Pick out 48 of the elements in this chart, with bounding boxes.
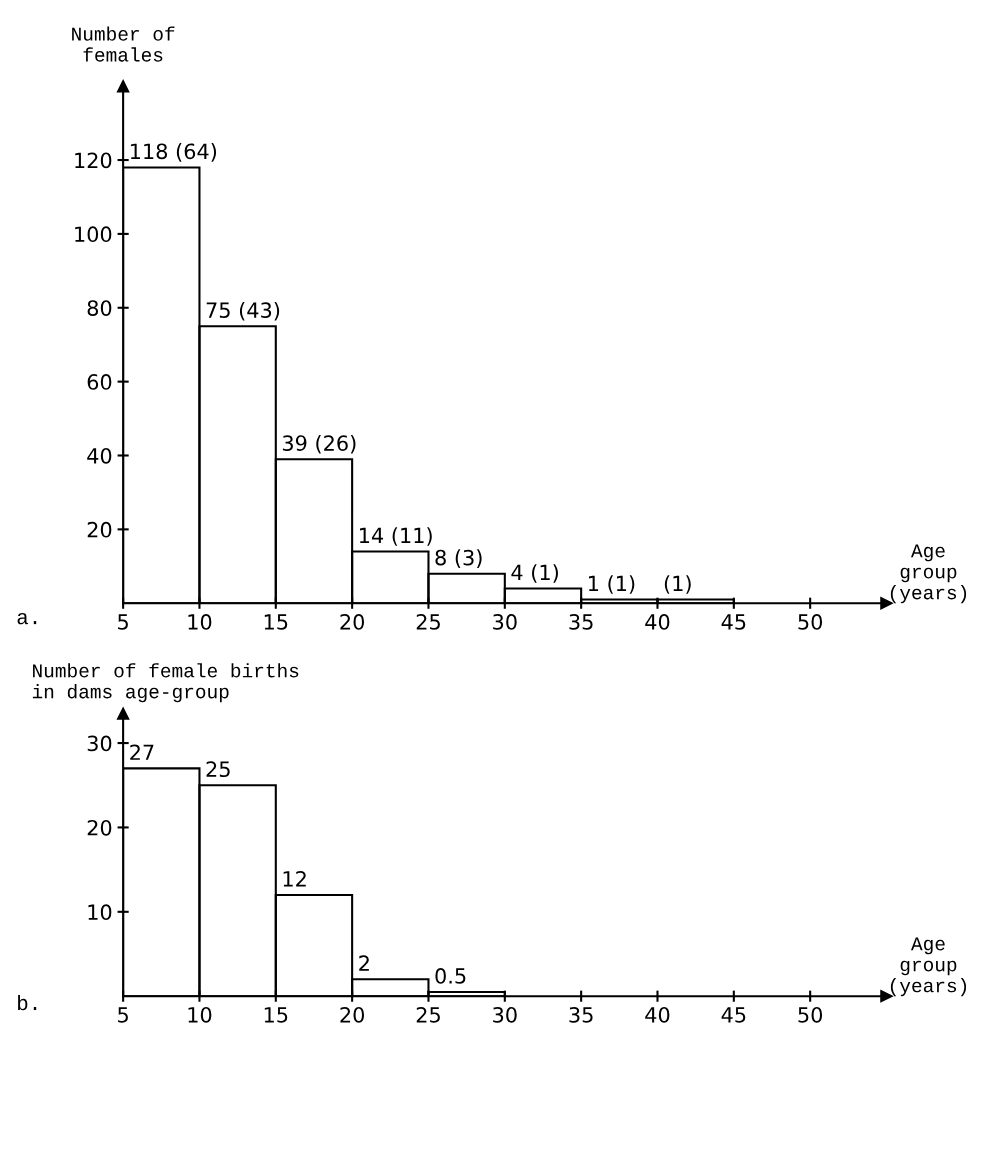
y-axis-title: Number of female births in dams age-group (32, 663, 299, 703)
x-tick-label: 50 (798, 614, 823, 630)
x-tick-label: 15 (264, 1007, 288, 1023)
data-label: 8 (3) (435, 549, 482, 568)
data-label: 39 (26) (282, 434, 356, 454)
x-tick-label: 5 (118, 1007, 128, 1023)
y-tick-label: 120 (75, 152, 112, 169)
y-tick-label: 10 (88, 904, 112, 921)
y-tick-label: 30 (87, 735, 112, 752)
x-tick-label: 5 (118, 614, 128, 630)
y-tick-label: 100 (75, 226, 112, 243)
x-tick-label: 50 (798, 1006, 823, 1023)
data-label: 1 (1) (588, 575, 635, 594)
data-label: (1) (664, 575, 691, 594)
x-tick-label: 15 (264, 614, 288, 630)
x-tick-label: 40 (645, 614, 670, 630)
x-tick-label: 45 (721, 614, 746, 630)
x-tick-label: 40 (645, 1006, 670, 1023)
y-tick-label: 20 (87, 521, 112, 538)
data-label: 2 (359, 955, 369, 971)
x-tick-label: 30 (493, 1006, 517, 1023)
y-tick-label: 60 (87, 374, 112, 390)
data-label: 0.5 (435, 968, 466, 984)
x-tick-label: 25 (416, 1006, 440, 1023)
data-label: 14 (11) (359, 527, 432, 546)
data-label: 12 (283, 870, 306, 887)
x-axis-title: Age group (years) (890, 544, 967, 604)
y-axis-title: Number of females (72, 26, 175, 62)
y-tick-label: 80 (87, 300, 112, 316)
data-label: 27 (130, 744, 154, 760)
x-tick-label: 25 (416, 614, 440, 630)
x-tick-label: 10 (188, 1006, 212, 1023)
x-tick-label: 20 (340, 1006, 365, 1023)
x-tick-label: 35 (569, 1006, 593, 1023)
x-tick-label: 30 (493, 614, 517, 630)
y-tick-label: 20 (87, 819, 112, 836)
x-tick-label: 35 (569, 614, 593, 630)
x-axis-title: Age group (years) (890, 937, 967, 997)
data-label: 75 (43) (206, 301, 280, 321)
y-tick-label: 40 (87, 447, 112, 464)
text: a. (17, 612, 37, 625)
x-tick-label: 10 (188, 614, 212, 630)
x-tick-label: 45 (721, 1007, 746, 1023)
text: b. (18, 994, 37, 1011)
data-label: 25 (206, 761, 230, 778)
data-label: 4 (1) (511, 564, 558, 583)
data-label: 118 (64) (130, 143, 217, 162)
x-tick-label: 20 (340, 614, 365, 630)
